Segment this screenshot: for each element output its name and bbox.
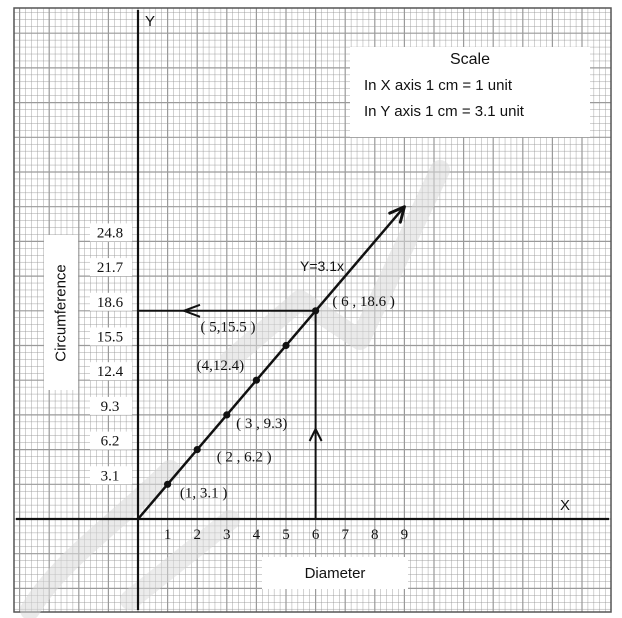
watermark-stroke [220, 160, 450, 370]
scale-title: Scale [449, 51, 491, 68]
data-point-label: ( 6 , 18.6 ) [332, 294, 395, 310]
grid-border [13, 7, 612, 613]
y-tick-label-bg [90, 396, 132, 415]
x-tick-label: 6 [312, 527, 320, 543]
x-axis-title: Diameter [304, 564, 366, 582]
data-point [223, 411, 231, 419]
y-tick-label: 15.5 [97, 330, 123, 346]
series-arrow-head [388, 205, 406, 224]
x-tick-label: 4 [253, 527, 261, 543]
chart-labels: 1 2 3 4 5 6 7 8 9 3.1 6.2 9.3 12.4 15.5 18.6 21.7 24.8 Y X… [90, 13, 570, 543]
data-point [164, 480, 172, 488]
data-point [252, 376, 260, 384]
y-axis-title-box: Circumference [44, 235, 78, 390]
plot-marks [137, 205, 406, 520]
watermark-stroke [120, 510, 240, 610]
x-tick-label: 7 [341, 527, 349, 543]
data-point-label: ( 2 , 6.2 ) [217, 450, 272, 466]
scale-x-line: In X axis 1 cm = 1 unit [364, 77, 512, 94]
watermark-stroke [20, 460, 180, 618]
data-point-label: (4,12.4) [197, 358, 245, 374]
y-tick-label: 9.3 [101, 399, 120, 415]
y-tick-label: 18.6 [97, 295, 124, 311]
y-tick-label: 6.2 [101, 434, 120, 450]
y-tick-label: 12.4 [97, 364, 124, 380]
equation-label: Y=3.1x [300, 258, 344, 274]
vertical-guide-arrow [308, 426, 323, 442]
data-point-label: ( 3 , 9.3) [236, 416, 287, 432]
y-tick-label-bg [90, 431, 132, 450]
horizontal-guide-arrow [181, 303, 201, 318]
data-point [193, 446, 201, 454]
y-tick-label-bg [90, 223, 132, 242]
data-point-label: (1, 3.1 ) [180, 485, 228, 501]
y-tick-label-bg [90, 466, 132, 485]
y-axis-letter: Y [145, 13, 155, 30]
x-tick-label: 9 [401, 527, 409, 543]
x-tick-label: 1 [164, 527, 172, 543]
data-point [312, 307, 320, 315]
x-axis-letter: X [560, 497, 570, 514]
data-point-label: ( 5,15.5 ) [201, 320, 256, 336]
x-tick-label: 5 [282, 527, 290, 543]
scale-y-line: In Y axis 1 cm = 3.1 unit [364, 103, 524, 120]
y-tick-label-bg [90, 362, 132, 381]
y-tick-label: 24.8 [97, 225, 123, 241]
y-tick-label-bg [90, 327, 132, 346]
y-tick-label-bg [90, 258, 132, 277]
watermark [20, 160, 450, 618]
y-tick-label-bg [90, 292, 132, 311]
x-axis-title-box: Diameter [262, 557, 408, 589]
x-tick-label: 8 [371, 527, 379, 543]
data-point [282, 341, 290, 350]
series-line [137, 205, 406, 520]
scale-box: Scale In X axis 1 cm = 1 unit In Y axis … [350, 47, 590, 137]
y-axis-title: Circumference [52, 263, 70, 362]
x-tick-label: 3 [223, 527, 231, 543]
x-tick-label: 2 [193, 527, 201, 543]
y-tick-label: 21.7 [97, 260, 124, 276]
y-tick-label: 3.1 [101, 468, 120, 484]
